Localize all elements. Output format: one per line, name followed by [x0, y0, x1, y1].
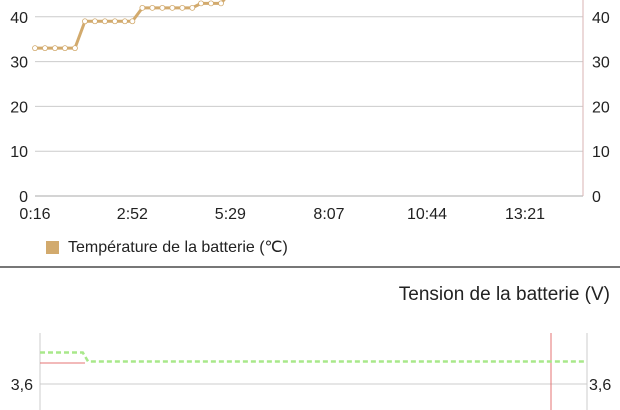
x-tick: 5:29 [215, 206, 246, 223]
y-tick-right: 40 [592, 10, 610, 27]
data-point [92, 18, 98, 25]
legend-label: Température de la batterie (℃) [68, 239, 288, 256]
data-point [111, 18, 118, 25]
data-point [198, 0, 204, 7]
y-tick-right: 3,6 [589, 377, 611, 394]
voltage-line [40, 351, 587, 363]
data-point [52, 45, 58, 52]
data-point [218, 0, 224, 7]
x-tick: 2:52 [117, 206, 148, 223]
data-point [102, 18, 108, 25]
data-point [159, 4, 166, 11]
y-tick-left: 10 [10, 144, 28, 161]
data-point [72, 45, 78, 52]
legend-swatch [46, 240, 59, 254]
data-point [179, 4, 186, 11]
y-tick-right: 10 [592, 144, 610, 161]
y-tick-right: 30 [592, 55, 610, 72]
section-divider [0, 266, 620, 268]
data-point [42, 45, 48, 52]
data-point [139, 4, 146, 11]
data-point [149, 4, 156, 11]
data-point [82, 18, 88, 25]
y-tick-right: 20 [592, 99, 610, 116]
voltage-chart-title: Tension de la batterie (V) [398, 284, 610, 305]
data-point [121, 18, 128, 25]
y-tick-left: 20 [10, 99, 28, 116]
data-point [189, 4, 196, 11]
data-point [62, 45, 68, 52]
temperature-series [32, 0, 226, 52]
y-tick-left: 0 [19, 189, 28, 206]
temperature-legend[interactable]: Température de la batterie (℃) [46, 237, 288, 257]
x-tick: 13:21 [505, 206, 545, 223]
y-tick-left: 40 [10, 10, 28, 27]
data-point [208, 0, 214, 7]
y-tick-right: 0 [592, 189, 601, 206]
y-tick-left: 30 [10, 55, 28, 72]
x-tick: 10:44 [407, 206, 447, 223]
x-tick: 0:16 [19, 206, 50, 223]
data-point [32, 45, 38, 52]
data-point [169, 4, 176, 11]
x-tick: 8:07 [313, 206, 344, 223]
data-point [129, 18, 136, 25]
y-tick-left: 3,6 [11, 377, 33, 394]
temperature-line [35, 0, 226, 50]
